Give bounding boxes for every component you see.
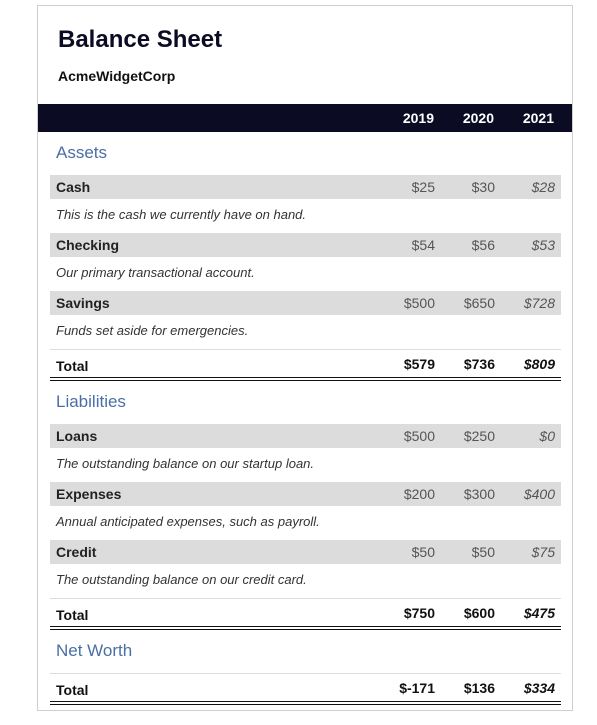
item-label: Checking — [56, 237, 120, 253]
item-label: Cash — [56, 179, 91, 195]
column-header: 2021 — [522, 110, 554, 126]
total-value: $-171 — [399, 680, 435, 696]
item-value: $200 — [403, 486, 435, 502]
section-name: Net Worth — [56, 641, 133, 660]
total-value: $475 — [523, 605, 555, 621]
title: Balance Sheet — [58, 26, 223, 53]
section-name: Liabilities — [56, 392, 126, 411]
table-body: Assets Cash $25 $30 $28 This is the cash we c… — [50, 132, 561, 705]
line-item: Expenses $200 $300 $400 — [50, 482, 561, 506]
item-description: The outstanding balance on our startup l… — [56, 456, 315, 471]
total-value: $809 — [523, 356, 555, 372]
item-value: $0 — [539, 428, 555, 444]
item-description: This is the cash we currently have on ha… — [56, 207, 307, 222]
item-value: $53 — [531, 237, 555, 253]
item-description: The outstanding balance on our credit ca… — [56, 572, 307, 587]
total-value: $334 — [523, 680, 555, 696]
section-heading: Net Worth — [50, 630, 561, 673]
total-value: $736 — [463, 356, 495, 372]
item-description: Annual anticipated expenses, such as pay… — [56, 514, 320, 529]
item-value: $300 — [463, 486, 495, 502]
section-heading: Assets — [50, 132, 561, 175]
item-value: $28 — [531, 179, 555, 195]
item-description-row: Our primary transactional account. — [50, 257, 561, 291]
item-description-row: The outstanding balance on our credit ca… — [50, 564, 561, 598]
item-value: $75 — [531, 544, 555, 560]
item-value: $56 — [471, 237, 495, 253]
item-description-row: Funds set aside for emergencies. — [50, 315, 561, 349]
item-value: $500 — [403, 295, 435, 311]
item-value: $250 — [463, 428, 495, 444]
line-item: Credit $50 $50 $75 — [50, 540, 561, 564]
item-value: $54 — [411, 237, 435, 253]
item-value: $400 — [523, 486, 555, 502]
table-header: 2019 2020 2021 — [38, 104, 572, 132]
total-label: Total — [56, 682, 89, 698]
total-value: $579 — [403, 356, 435, 372]
item-label: Expenses — [56, 486, 122, 502]
item-label: Savings — [56, 295, 110, 311]
item-value: $650 — [463, 295, 495, 311]
item-value: $30 — [471, 179, 495, 195]
item-value: $25 — [411, 179, 435, 195]
item-value: $728 — [523, 295, 555, 311]
item-description-row: This is the cash we currently have on ha… — [50, 199, 561, 233]
total-value: $750 — [403, 605, 435, 621]
item-label: Credit — [56, 544, 97, 560]
line-item: Savings $500 $650 $728 — [50, 291, 561, 315]
section-name: Assets — [56, 143, 108, 162]
balance-sheet-card: Balance Sheet AcmeWidgetCorp 2019 2020 202… — [37, 5, 573, 711]
total-row: Total $579 $736 $809 — [50, 349, 561, 381]
item-value: $50 — [471, 544, 495, 560]
total-row: Total $-171 $136 $334 — [50, 673, 561, 705]
total-row: Total $750 $600 $475 — [50, 598, 561, 630]
line-item: Checking $54 $56 $53 — [50, 233, 561, 257]
item-description-row: Annual anticipated expenses, such as pay… — [50, 506, 561, 540]
total-label: Total — [56, 358, 89, 374]
line-item: Cash $25 $30 $28 — [50, 175, 561, 199]
item-description: Our primary transactional account. — [56, 265, 255, 280]
column-header: 2020 — [462, 110, 494, 126]
subtitle: AcmeWidgetCorp — [58, 68, 176, 84]
total-label: Total — [56, 607, 89, 623]
item-value: $500 — [403, 428, 435, 444]
line-item: Loans $500 $250 $0 — [50, 424, 561, 448]
total-value: $136 — [463, 680, 495, 696]
item-description-row: The outstanding balance on our startup l… — [50, 448, 561, 482]
item-description: Funds set aside for emergencies. — [56, 323, 249, 338]
item-label: Loans — [56, 428, 98, 444]
section-heading: Liabilities — [50, 381, 561, 424]
total-value: $600 — [463, 605, 495, 621]
column-header: 2019 — [402, 110, 434, 126]
item-value: $50 — [411, 544, 435, 560]
